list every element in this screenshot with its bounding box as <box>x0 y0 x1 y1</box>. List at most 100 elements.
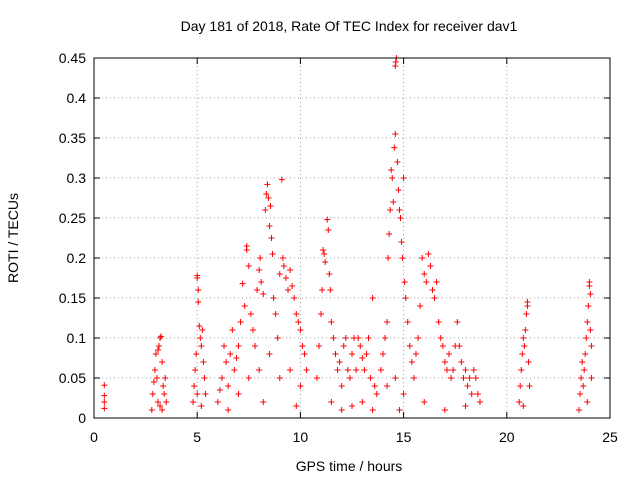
data-point <box>197 335 204 341</box>
data-point <box>280 263 287 269</box>
data-point <box>328 399 335 405</box>
chart-title: Day 181 of 2018, Rate Of TEC Index for r… <box>181 18 518 34</box>
data-point <box>439 343 446 349</box>
x-axis-label: GPS time / hours <box>296 458 403 474</box>
data-point <box>395 187 402 193</box>
data-point <box>193 351 200 357</box>
data-point <box>202 391 209 397</box>
data-point <box>450 367 457 373</box>
data-point <box>404 319 411 325</box>
data-point <box>257 255 264 261</box>
data-point <box>327 287 334 293</box>
data-point <box>251 343 258 349</box>
data-point <box>361 367 368 373</box>
data-point <box>194 391 201 397</box>
data-point <box>454 319 461 325</box>
y-tick-label: 0.45 <box>59 50 86 66</box>
y-tick-label: 0.25 <box>59 210 86 226</box>
data-point <box>291 295 298 301</box>
data-point <box>267 203 274 209</box>
data-point <box>101 382 108 389</box>
data-point <box>349 351 355 357</box>
x-tick-label: 25 <box>602 429 618 445</box>
data-point <box>162 375 169 381</box>
data-point <box>194 272 201 279</box>
data-point <box>344 367 351 373</box>
data-point <box>325 227 332 233</box>
data-point <box>359 355 366 361</box>
data-point <box>399 255 406 261</box>
y-tick-label: 0.2 <box>67 250 87 266</box>
data-point <box>417 303 424 309</box>
data-point <box>400 175 407 181</box>
data-point <box>158 333 165 340</box>
data-point <box>287 367 294 373</box>
data-point <box>384 383 391 389</box>
data-point <box>285 287 292 293</box>
data-point <box>293 311 300 317</box>
data-point <box>518 367 525 373</box>
data-point <box>270 295 277 301</box>
data-point <box>338 383 345 389</box>
data-point <box>342 335 349 341</box>
data-point <box>523 311 530 317</box>
data-point <box>233 355 240 361</box>
data-point <box>371 383 378 389</box>
data-point <box>588 375 595 381</box>
data-point <box>256 267 263 273</box>
data-point <box>225 383 232 389</box>
data-point <box>576 407 583 413</box>
data-point <box>247 311 254 317</box>
data-point <box>521 343 528 349</box>
data-point <box>101 399 108 405</box>
data-point <box>516 399 523 405</box>
data-point <box>390 199 397 205</box>
data-point <box>433 279 440 285</box>
data-point <box>406 343 413 349</box>
data-point <box>332 351 339 357</box>
data-point <box>266 223 273 229</box>
data-point <box>525 359 532 365</box>
data-point <box>470 367 477 373</box>
data-point <box>235 391 242 397</box>
data-point <box>223 359 230 365</box>
data-point <box>282 275 289 281</box>
data-point <box>278 176 285 183</box>
data-point <box>377 367 384 373</box>
data-point <box>584 319 591 325</box>
data-point <box>408 359 415 365</box>
data-point <box>156 343 163 349</box>
data-point <box>577 391 584 397</box>
data-point <box>243 243 250 249</box>
axis-ticks: 0 0.05 0.1 0.15 0.2 0.25 0.3 0.35 0.4 0.45 0 5 10 15 2… <box>59 50 618 445</box>
data-point <box>522 327 529 333</box>
data-point <box>153 375 160 381</box>
data-point <box>154 347 161 353</box>
data-point <box>585 303 592 309</box>
data-point <box>474 391 481 397</box>
data-point <box>435 319 442 325</box>
data-point <box>456 343 463 349</box>
data-point <box>150 379 157 385</box>
data-point <box>235 343 242 349</box>
x-tick-label: 10 <box>293 429 309 445</box>
y-tick-label: 0.1 <box>67 330 87 346</box>
data-point <box>322 259 329 265</box>
data-point <box>195 299 202 305</box>
data-point <box>460 375 467 381</box>
data-point <box>274 335 281 341</box>
data-point <box>526 383 533 389</box>
data-point <box>427 263 434 269</box>
data-point <box>446 351 453 357</box>
data-point <box>462 403 469 409</box>
data-point <box>151 367 158 373</box>
data-point <box>276 375 283 381</box>
data-point <box>218 375 225 381</box>
data-point <box>239 280 246 287</box>
data-point <box>396 207 403 213</box>
data-point <box>468 391 475 397</box>
y-tick-label: 0 <box>78 410 86 426</box>
data-point <box>157 403 164 409</box>
